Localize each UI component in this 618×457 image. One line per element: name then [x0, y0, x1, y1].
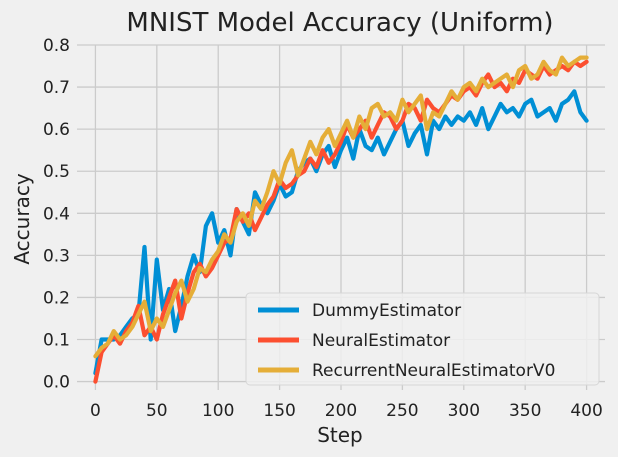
chart-title: MNIST Model Accuracy (Uniform): [126, 8, 553, 38]
y-tick-label: 0.1: [43, 331, 70, 351]
x-tick-label: 100: [202, 401, 234, 421]
y-tick-label: 0.4: [43, 204, 70, 224]
x-tick-label: 50: [146, 401, 168, 421]
tick-labels: 0 50 100 150 200 250 300 350 400 0.0 0.1 0.2 0.3 0.4 0…: [43, 36, 603, 421]
y-tick-label: 0.2: [43, 288, 70, 308]
x-tick-label: 200: [325, 401, 357, 421]
y-tick-label: 0.3: [43, 246, 70, 266]
legend-label: RecurrentNeuralEstimatorV0: [312, 361, 555, 381]
legend-label: DummyEstimator: [312, 301, 461, 321]
legend-box: [245, 292, 600, 386]
x-tick-label: 150: [263, 401, 295, 421]
series-lines: [93, 55, 589, 384]
x-tick-label: 0: [90, 401, 101, 421]
legend: DummyEstimator NeuralEstimator RecurrentNe…: [245, 292, 600, 386]
x-tick-label: 300: [448, 401, 480, 421]
legend-label: NeuralEstimator: [312, 331, 450, 351]
x-tick-label: 250: [386, 401, 418, 421]
y-tick-label: 0.8: [43, 36, 70, 56]
x-tick-label: 350: [509, 401, 541, 421]
y-tick-label: 0.0: [43, 373, 70, 393]
y-tick-label: 0.6: [43, 120, 70, 140]
x-axis-label: Step: [317, 423, 363, 447]
y-axis-label: Accuracy: [10, 173, 34, 264]
series-line-dummyestimator: [93, 89, 589, 376]
x-tick-label: 400: [570, 401, 602, 421]
series-line-recurrentneuralestimatorv0: [93, 55, 589, 359]
y-tick-label: 0.5: [43, 162, 70, 182]
y-tick-label: 0.7: [43, 78, 70, 98]
